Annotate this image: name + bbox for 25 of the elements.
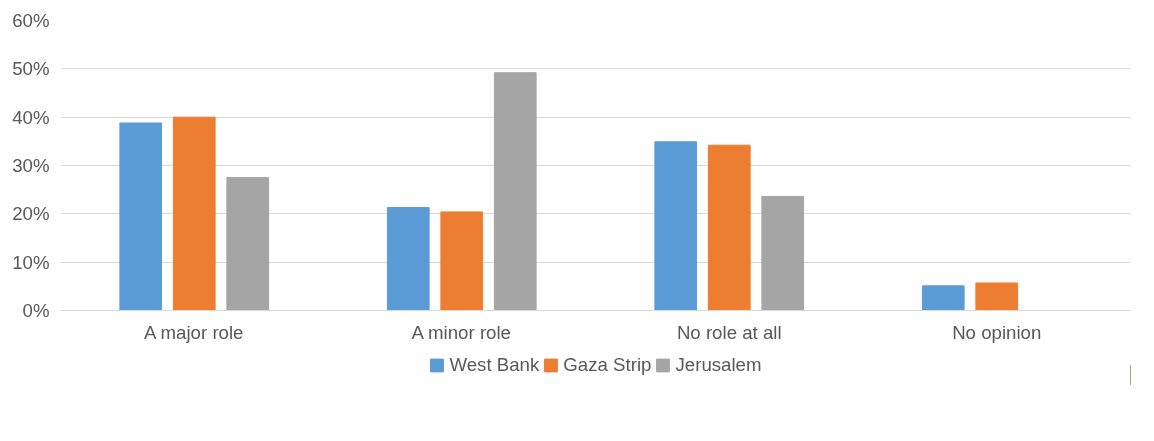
bar bbox=[119, 122, 163, 311]
bar bbox=[761, 195, 805, 311]
x-tick-label: No opinion bbox=[952, 321, 1042, 343]
bar bbox=[172, 116, 216, 311]
bar bbox=[386, 207, 430, 311]
bar bbox=[654, 141, 698, 311]
bar bbox=[493, 72, 537, 311]
bar bbox=[226, 177, 270, 311]
y-tick-label: 60% bbox=[12, 10, 50, 31]
y-tick-label: 20% bbox=[12, 203, 50, 225]
legend-label: Jerusalem bbox=[675, 354, 762, 376]
legend-label: Gaza Strip bbox=[563, 354, 652, 376]
y-tick-label: 0% bbox=[22, 300, 50, 321]
y-tick-label: 50% bbox=[12, 58, 50, 80]
x-tick-label: No role at all bbox=[676, 321, 782, 343]
bar bbox=[707, 144, 751, 311]
x-tick-label: A minor role bbox=[411, 321, 512, 343]
y-tick-label: 10% bbox=[12, 251, 50, 273]
legend-label: West Bank bbox=[449, 354, 540, 376]
y-tick-label: 30% bbox=[12, 155, 50, 176]
bar bbox=[921, 285, 965, 311]
x-tick-label: A major role bbox=[143, 321, 244, 343]
bar bbox=[975, 282, 1019, 311]
y-tick-label: 40% bbox=[12, 106, 50, 128]
bar bbox=[440, 211, 484, 311]
